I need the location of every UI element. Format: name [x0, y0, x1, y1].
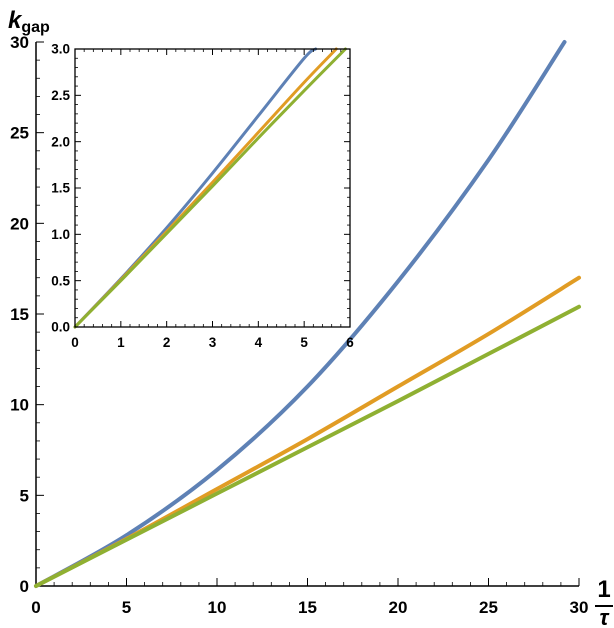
y-axis-label: kgap [8, 7, 50, 36]
inset-x-tick-label: 0 [71, 335, 79, 350]
inset-x-tick-label: 4 [255, 335, 263, 350]
main-x-tick-label: 5 [122, 598, 131, 617]
main-y-tick-label: 10 [10, 396, 29, 415]
main-x-tick-label: 30 [570, 598, 589, 617]
inset-y-tick-label: 2.5 [51, 88, 70, 103]
x-axis-label-numerator: 1 [597, 576, 610, 603]
inset-x-tick-label: 6 [346, 335, 354, 350]
main-series-1-line [34, 40, 567, 588]
inset-y-tick-label: 3.0 [51, 42, 70, 57]
y-axis-label-subscript: gap [21, 19, 50, 36]
main-y-tick-label: 0 [20, 577, 29, 596]
inset-series-3-line [73, 47, 347, 329]
main-x-tick-label: 10 [208, 598, 227, 617]
main-y-tick-label: 5 [20, 486, 29, 505]
x-axis-label-denominator: τ [600, 605, 610, 628]
inset-y-tick-label: 1.0 [51, 227, 70, 242]
inset-y-tick-label: 0.0 [51, 320, 70, 335]
inset-x-tick-label: 1 [117, 335, 125, 350]
inset-series [73, 47, 347, 329]
main-x-tick-label: 25 [479, 598, 498, 617]
y-axis-label-main: k [8, 7, 23, 34]
main-y-tick-label: 25 [10, 124, 29, 143]
main-x-tick-label: 0 [31, 598, 40, 617]
main-x-tick-label: 20 [389, 598, 408, 617]
main-y-tick-label: 15 [10, 305, 29, 324]
x-axis-label: 1 τ [595, 576, 613, 628]
inset-y-tick-label: 1.5 [51, 181, 70, 196]
inset-ticks: 0 1 2 3 4 5 6 0.0 0.5 1.0 1.5 2.0 2.5 3.0 [51, 42, 354, 350]
main-series-3-line [34, 304, 581, 588]
inset-x-tick-label: 3 [209, 335, 217, 350]
main-x-tick-label: 15 [298, 598, 317, 617]
inset-x-tick-label: 5 [300, 335, 308, 350]
main-y-tick-label: 20 [10, 214, 29, 233]
main-y-tick-label: 30 [10, 33, 29, 52]
main-series [34, 40, 581, 588]
inset-y-tick-label: 2.0 [51, 134, 70, 149]
inset-x-tick-label: 2 [163, 335, 171, 350]
inset-y-tick-label: 0.5 [51, 273, 70, 288]
